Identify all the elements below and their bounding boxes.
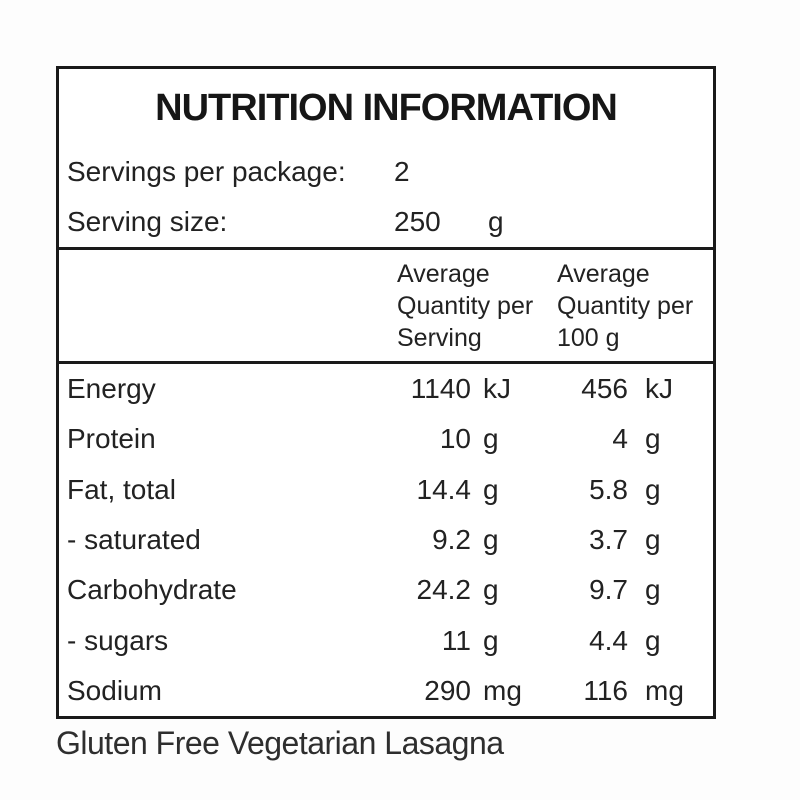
per-serving-unit: g <box>483 624 499 656</box>
per-100g-value: 116 <box>583 674 628 706</box>
nutrient-label: Fat, total <box>67 473 176 505</box>
table-row: Fat, total 14.4 g 5.8 g <box>59 465 713 515</box>
per-serving-unit: g <box>483 423 499 455</box>
page-title: NUTRITION INFORMATION <box>155 86 618 129</box>
column-headers: Average Quantity per Serving Average Qua… <box>59 250 713 361</box>
per-100g-header-line-2: Quantity per <box>557 291 694 320</box>
servings-per-package-value: 2 <box>394 156 410 187</box>
per-100g-unit: g <box>645 473 661 505</box>
per-100g-value: 3.7 <box>589 523 628 555</box>
nutrition-panel: NUTRITION INFORMATION Servings per packa… <box>56 66 716 719</box>
per-100g-value: 4 <box>612 423 628 455</box>
table-row: - saturated 9.2 g 3.7 g <box>59 515 713 565</box>
table-row: Carbohydrate 24.2 g 9.7 g <box>59 565 713 615</box>
nutrient-label: Protein <box>67 423 156 455</box>
per-serving-unit: g <box>483 574 499 606</box>
servings-per-package-label: Servings per package: <box>67 156 346 187</box>
per-100g-header-line-3: 100 g <box>557 323 620 352</box>
nutrient-label: - sugars <box>67 624 169 656</box>
per-100g-header-line-1: Average <box>557 259 650 288</box>
per-100g-value: 4.4 <box>589 624 628 656</box>
per-100g-unit: mg <box>645 674 684 706</box>
per-100g-value: 456 <box>581 373 628 405</box>
product-name-caption: Gluten Free Vegetarian Lasagna <box>56 725 504 761</box>
table-row: Sodium 290 mg 116 mg <box>59 666 713 716</box>
serving-size-label: Serving size: <box>67 206 228 237</box>
title-block: NUTRITION INFORMATION <box>59 69 713 147</box>
table-row: Protein 10 g 4 g <box>59 414 713 464</box>
nutrient-rows: Energy 1140 kJ 456 kJ Protein 10 g 4 g F… <box>59 364 713 716</box>
per-100g-unit: g <box>645 624 661 656</box>
per-serving-header-line-1: Average <box>397 259 490 288</box>
nutrient-label: - saturated <box>67 523 201 555</box>
per-serving-value: 9.2 <box>432 523 471 555</box>
per-serving-unit: kJ <box>483 373 511 405</box>
serving-size-unit: g <box>488 206 504 237</box>
column-header-per-serving: Average Quantity per Serving <box>397 258 557 354</box>
servings-per-package-row: Servings per package: 2 <box>59 147 713 197</box>
per-serving-value: 10 <box>439 423 471 455</box>
per-100g-unit: g <box>645 574 661 606</box>
per-serving-value: 1140 <box>410 373 471 405</box>
nutrient-label: Carbohydrate <box>67 574 237 606</box>
column-header-per-100g: Average Quantity per 100 g <box>557 258 713 354</box>
divider-top <box>59 247 713 250</box>
per-serving-unit: g <box>483 523 499 555</box>
table-row: - sugars 11 g 4.4 g <box>59 615 713 665</box>
divider-header-bottom <box>59 361 713 364</box>
per-serving-value: 24.2 <box>416 574 472 606</box>
per-100g-value: 9.7 <box>589 574 628 606</box>
per-serving-header-line-3: Serving <box>397 323 482 352</box>
serving-size-row: Serving size: 250 g <box>59 197 713 247</box>
nutrient-label: Energy <box>67 373 156 405</box>
per-100g-unit: kJ <box>645 373 673 405</box>
nutrient-label: Sodium <box>67 674 162 706</box>
table-row: Energy 1140 kJ 456 kJ <box>59 364 713 414</box>
serving-size-value: 250 <box>394 206 441 237</box>
per-100g-unit: g <box>645 423 661 455</box>
per-100g-unit: g <box>645 523 661 555</box>
per-serving-value: 290 <box>424 674 471 706</box>
per-serving-unit: mg <box>483 674 522 706</box>
per-serving-value: 11 <box>441 624 471 656</box>
per-serving-value: 14.4 <box>416 473 472 505</box>
per-serving-unit: g <box>483 473 499 505</box>
per-serving-header-line-2: Quantity per <box>397 291 534 320</box>
per-100g-value: 5.8 <box>589 473 628 505</box>
